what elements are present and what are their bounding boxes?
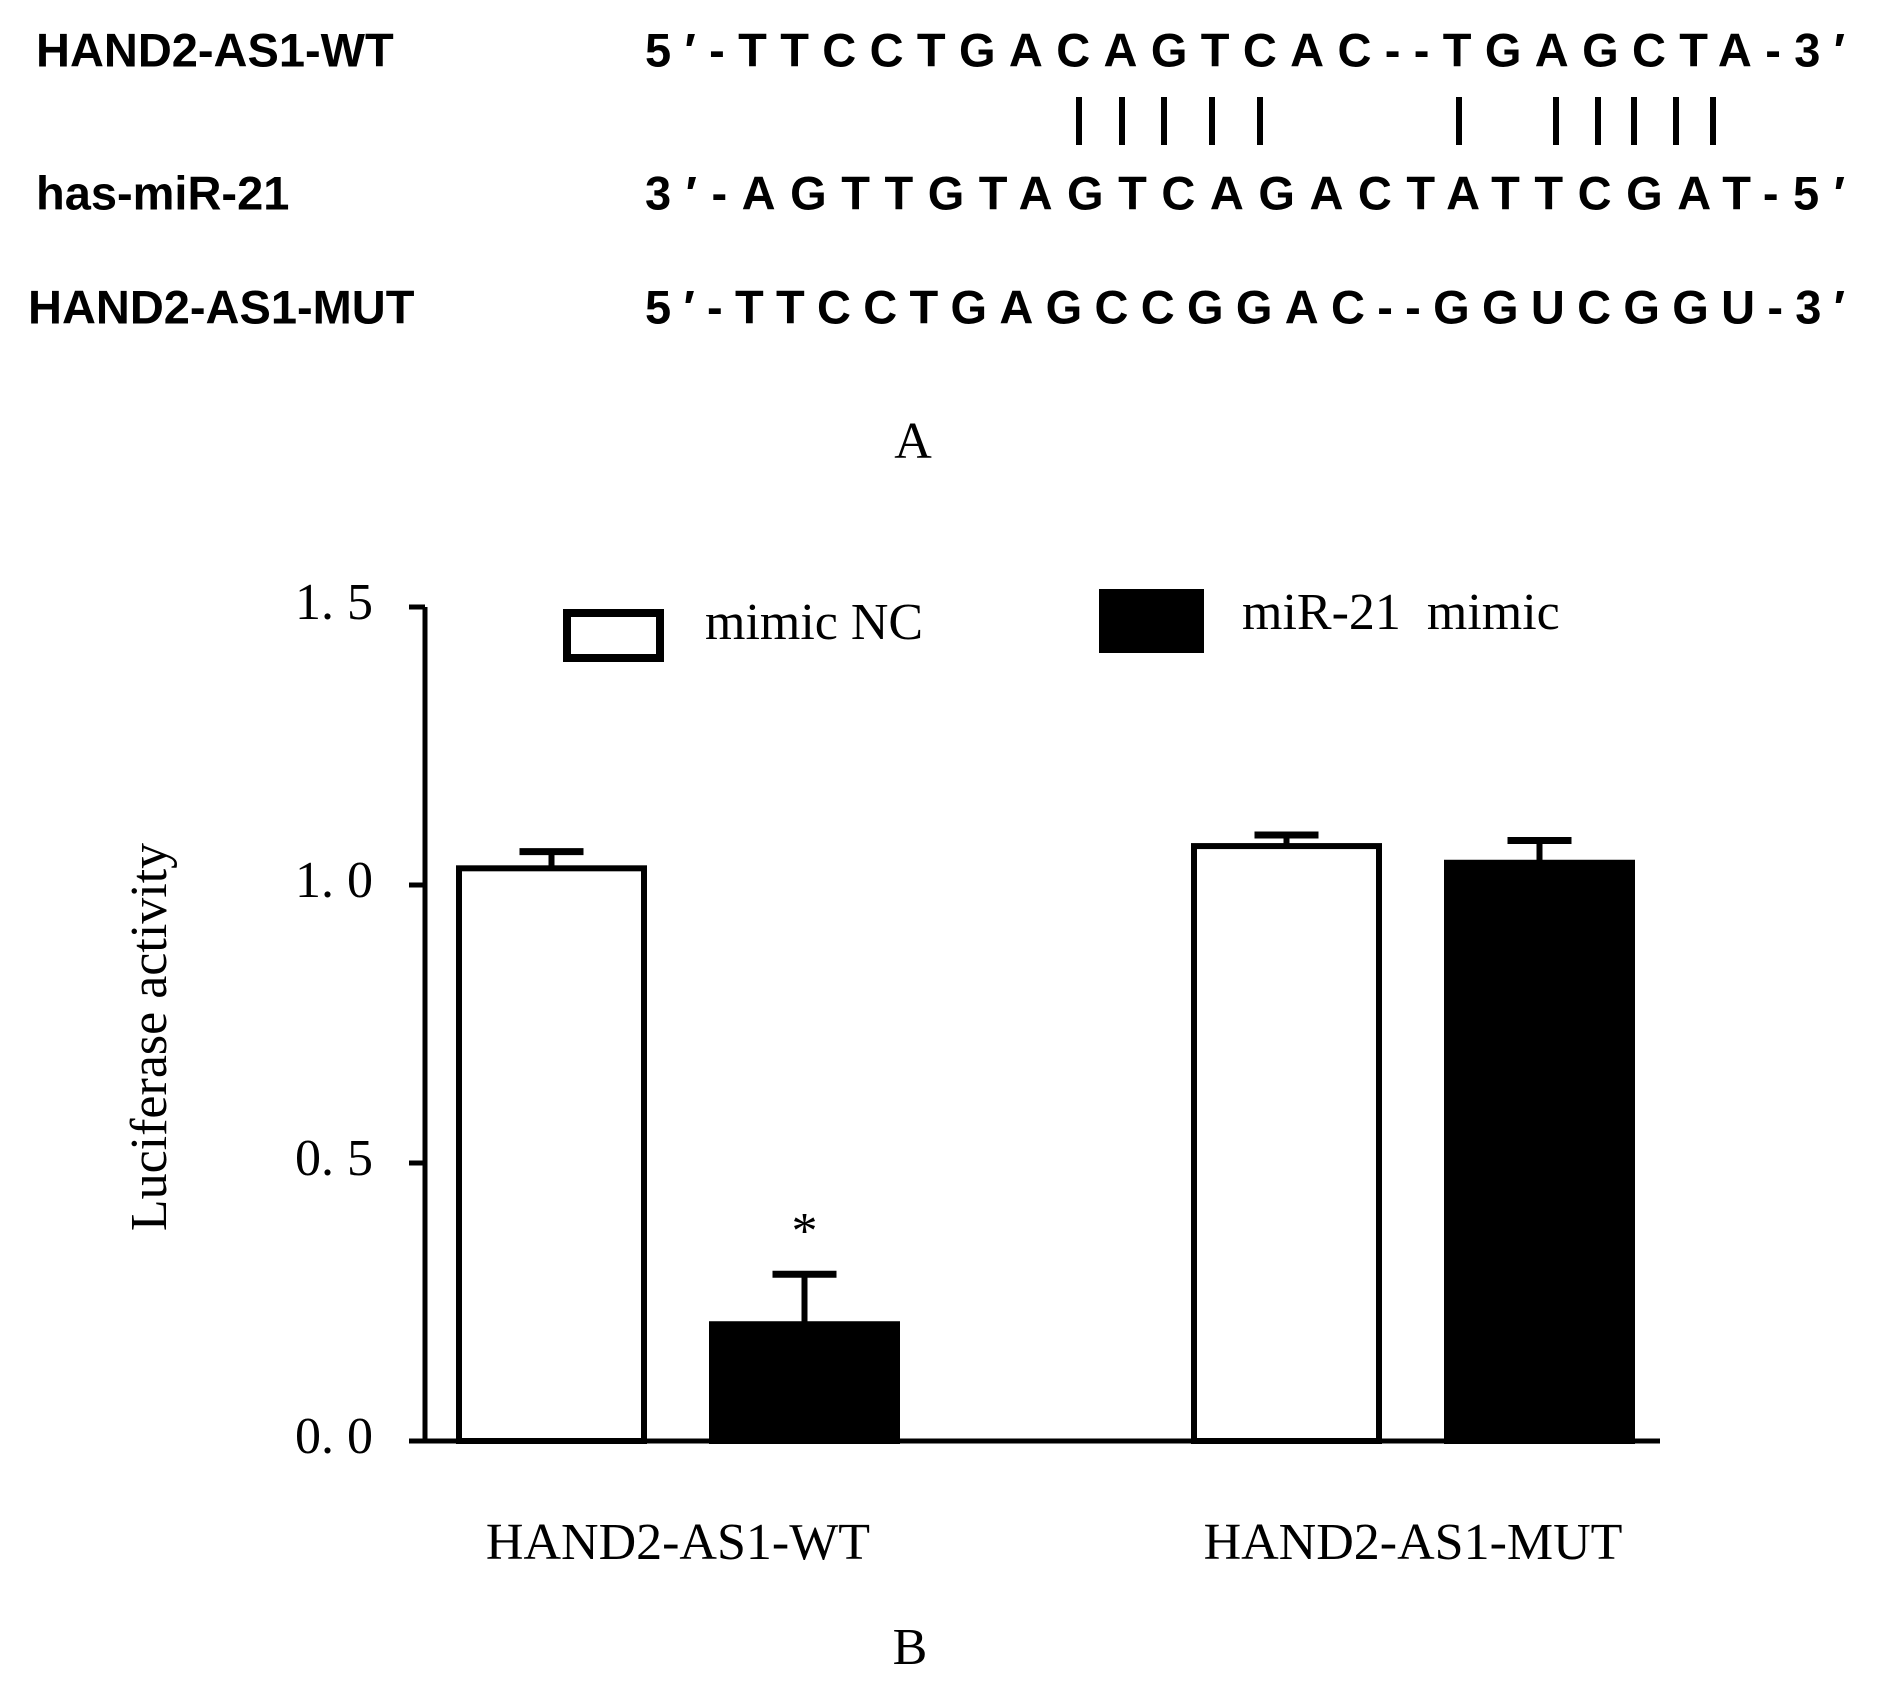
bar — [456, 865, 647, 1444]
legend-swatch — [563, 609, 664, 662]
x-tick-label: HAND2-AS1-MUT — [1204, 1514, 1623, 1571]
x-tick-label: HAND2-AS1-WT — [486, 1514, 870, 1571]
panel-label: B — [893, 1619, 928, 1676]
row-name: HAND2-AS1-MUT — [28, 280, 415, 333]
sequence: 5′-TTCCTGAGCCGGAC--GGUCGGU-3′ — [645, 280, 1845, 333]
y-tick-label: 0. 5 — [295, 1130, 373, 1187]
row-name: HAND2-AS1-WT — [36, 23, 394, 76]
pairing-lines — [1076, 97, 1716, 145]
bar — [709, 1321, 900, 1444]
y-tick-label: 1. 5 — [295, 574, 373, 631]
legend-swatch — [1099, 589, 1204, 653]
legend-label: miR-21 mimic — [1242, 584, 1560, 641]
y-tick-label: 1. 0 — [295, 852, 373, 909]
sequence: 3′-AGTTGTAGTCAGACTATTCGAT-5′ — [645, 166, 1845, 219]
legend-label: mimic NC — [705, 594, 923, 651]
row-name: has-miR-21 — [36, 166, 289, 219]
bar — [1444, 859, 1635, 1444]
bar — [1191, 843, 1382, 1444]
sequence: 5′-TTCCTGACAGTCAC--TGAGCTA-3′ — [645, 23, 1845, 76]
annotation: * — [792, 1203, 818, 1260]
panel-label: A — [894, 413, 932, 470]
y-tick-label: 0. 0 — [295, 1408, 373, 1465]
y-axis-label: Luciferase activity — [121, 843, 178, 1231]
